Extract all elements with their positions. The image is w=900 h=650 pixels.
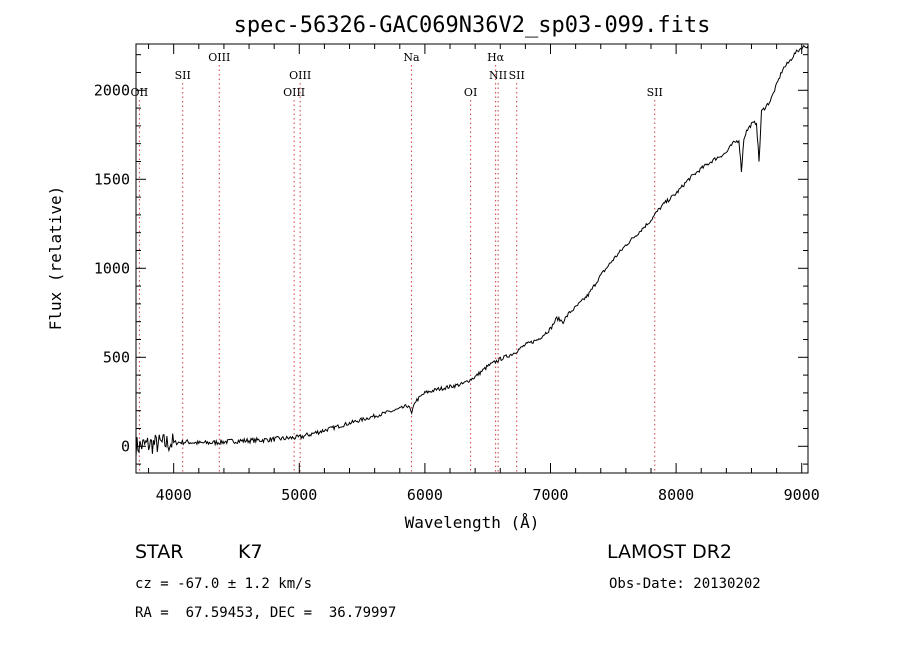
observation-date: Obs-Date: 20130202 bbox=[609, 576, 761, 592]
y-tick-label: 1500 bbox=[94, 170, 130, 188]
y-tick-label: 1000 bbox=[94, 259, 130, 277]
emission-line-label: OIII bbox=[208, 51, 230, 64]
x-axis-title: Wavelength (Å) bbox=[405, 513, 540, 532]
x-tick-label: 9000 bbox=[784, 486, 820, 504]
y-tick-label: 0 bbox=[121, 437, 130, 455]
survey-name: LAMOST DR2 bbox=[607, 541, 732, 563]
y-tick-label: 500 bbox=[103, 348, 130, 366]
ra-dec-coordinates: RA = 67.59453, DEC = 36.79997 bbox=[135, 605, 397, 621]
y-axis-title: Flux (relative) bbox=[46, 186, 65, 331]
emission-line-label: NII bbox=[489, 69, 507, 82]
emission-line-label: OI bbox=[464, 86, 477, 99]
emission-line-label: SII bbox=[175, 69, 191, 82]
emission-line-label: OIII bbox=[283, 86, 305, 99]
redshift-velocity: cz = -67.0 ± 1.2 km/s bbox=[135, 576, 313, 592]
x-tick-label: 6000 bbox=[407, 486, 443, 504]
x-tick-label: 5000 bbox=[281, 486, 317, 504]
x-tick-label: 4000 bbox=[156, 486, 192, 504]
emission-line-label: SII bbox=[509, 69, 525, 82]
x-tick-label: 8000 bbox=[658, 486, 694, 504]
spectrum-line bbox=[135, 44, 809, 458]
emission-line-label: SII bbox=[647, 86, 663, 99]
emission-line-label: Hα bbox=[487, 51, 505, 64]
x-axis-ticks: 4000 5000 6000 7000 8000 9000 bbox=[148, 44, 820, 504]
plot-frame bbox=[135, 43, 809, 474]
emission-line-label: Na bbox=[403, 51, 420, 64]
y-tick-label: 2000 bbox=[94, 81, 130, 99]
emission-line-label: OII bbox=[131, 86, 149, 99]
object-subclass: K7 bbox=[238, 541, 263, 563]
x-tick-label: 7000 bbox=[532, 486, 568, 504]
emission-line-label: OIII bbox=[289, 69, 311, 82]
chart-title: spec-56326-GAC069N36V2_sp03-099.fits bbox=[234, 13, 711, 38]
y-axis-ticks: 0 500 1000 1500 2000 bbox=[94, 54, 808, 465]
object-class: STAR bbox=[135, 541, 184, 563]
